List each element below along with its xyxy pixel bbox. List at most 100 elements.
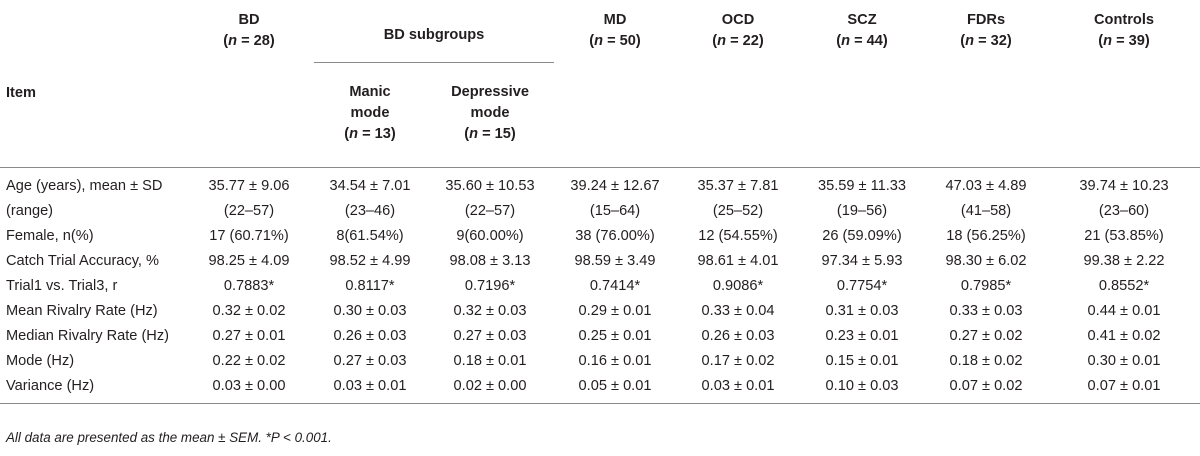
row-item-label: Median Rivalry Rate (Hz) [6, 328, 170, 344]
header-group-n: (n = 28) [223, 33, 275, 49]
subgroup-n: (n = 15) [464, 125, 516, 142]
table-cell: 0.15 ± 0.01 [825, 353, 899, 369]
table-cell: 0.02 ± 0.00 [453, 378, 527, 394]
subgroup-line1: Manic [349, 83, 391, 100]
table-cell: 0.22 ± 0.02 [212, 353, 286, 369]
table-cell: 0.27 ± 0.03 [453, 328, 527, 344]
table-cell: 35.59 ± 11.33 [817, 178, 907, 194]
header-group-n: (n = 32) [960, 33, 1012, 49]
table-cell: 0.27 ± 0.02 [949, 328, 1023, 344]
table-cell: 0.26 ± 0.03 [701, 328, 775, 344]
table-cell: 0.27 ± 0.03 [333, 353, 407, 369]
table-cell: (23–46) [344, 203, 396, 219]
table-cell: 0.41 ± 0.02 [1087, 328, 1161, 344]
table-cell: 0.07 ± 0.01 [1087, 378, 1161, 394]
table-footnote: All data are presented as the mean ± SEM… [6, 430, 332, 445]
table-cell: 98.25 ± 4.09 [208, 253, 290, 269]
table-cell: 0.8117* [345, 278, 395, 294]
demographics-table: Item BD (n = 28) BD subgroups MD (n = 50… [0, 0, 1200, 404]
table-cell: 0.7196* [464, 278, 516, 294]
table-cell: 0.33 ± 0.04 [701, 303, 775, 319]
table-cell: 12 (54.55%) [698, 228, 778, 244]
table-cell: 0.23 ± 0.01 [825, 328, 899, 344]
header-group-md: MD (n = 50) [554, 0, 676, 168]
table-cell: 0.7754* [836, 278, 888, 294]
row-item-label: Variance (Hz) [6, 378, 95, 394]
header-group-n: (n = 39) [1098, 33, 1150, 49]
table-cell: 21 (53.85%) [1084, 228, 1164, 244]
table-cell: 0.18 ± 0.01 [453, 353, 527, 369]
table-row: Median Rivalry Rate (Hz) 0.27 ± 0.01 0.26 … [0, 324, 1200, 349]
row-item-label: Trial1 vs. Trial3, r [6, 278, 118, 294]
table-row: Trial1 vs. Trial3, r 0.7883* 0.8117* 0.7196… [0, 274, 1200, 299]
row-item-label: Mode (Hz) [6, 353, 75, 369]
table-cell: 18 (56.25%) [946, 228, 1026, 244]
header-subgroup-manic: Manic mode (n = 13) [314, 63, 426, 168]
subgroup-line2: mode [350, 104, 390, 121]
table-cell: (15–64) [589, 203, 641, 219]
table-cell: 99.38 ± 2.22 [1083, 253, 1165, 269]
header-group-n: (n = 22) [712, 33, 764, 49]
table-cell: (23–60) [1098, 203, 1150, 219]
table-cell: 0.30 ± 0.03 [333, 303, 407, 319]
row-item-label: Catch Trial Accuracy, % [6, 253, 160, 269]
header-group-name: MD [603, 12, 627, 28]
table-cell: 0.8552* [1098, 278, 1150, 294]
header-group-name: OCD [721, 12, 755, 28]
table-cell: 0.27 ± 0.01 [212, 328, 286, 344]
table-cell: 26 (59.09%) [822, 228, 902, 244]
table-cell: 0.10 ± 0.03 [825, 378, 899, 394]
table-cell: 0.25 ± 0.01 [578, 328, 652, 344]
row-item-label: (range) [6, 203, 54, 219]
table-cell: 98.61 ± 4.01 [697, 253, 779, 269]
table-cell: 0.7883* [223, 278, 275, 294]
table-cell: 0.29 ± 0.01 [578, 303, 652, 319]
table-cell: 0.26 ± 0.03 [333, 328, 407, 344]
table-cell: 97.34 ± 5.93 [821, 253, 903, 269]
table-cell: (22–57) [223, 203, 275, 219]
row-item-label: Age (years), mean ± SD [6, 178, 163, 194]
header-group-n: (n = 44) [836, 33, 888, 49]
table-cell: 0.7414* [589, 278, 641, 294]
table-cell: 0.03 ± 0.01 [701, 378, 775, 394]
table-row: (range) (22–57) (23–46) (22–57) (15–64) (25–5… [0, 199, 1200, 224]
table-cell: 47.03 ± 4.89 [945, 178, 1027, 194]
table-cell: 0.03 ± 0.00 [212, 378, 286, 394]
table-cell: 35.77 ± 9.06 [208, 178, 290, 194]
header-group-name: FDRs [966, 12, 1006, 28]
table-cell: 0.17 ± 0.02 [701, 353, 775, 369]
header-group-ocd: OCD (n = 22) [676, 0, 800, 168]
header-group-bd: BD (n = 28) [184, 0, 314, 168]
table-header: Item BD (n = 28) BD subgroups MD (n = 50… [0, 0, 1200, 168]
table-cell: 0.32 ± 0.03 [453, 303, 527, 319]
table-cell: 0.30 ± 0.01 [1087, 353, 1161, 369]
table-cell: 98.59 ± 3.49 [574, 253, 656, 269]
table-cell: 0.07 ± 0.02 [949, 378, 1023, 394]
table-cell: 98.52 ± 4.99 [329, 253, 411, 269]
table-cell: 0.33 ± 0.03 [949, 303, 1023, 319]
table-cell: 0.31 ± 0.03 [825, 303, 899, 319]
table-row: Catch Trial Accuracy, % 98.25 ± 4.09 98.52… [0, 249, 1200, 274]
header-group-scz: SCZ (n = 44) [800, 0, 924, 168]
table-cell: 9(60.00%) [456, 228, 524, 244]
table-row: Age (years), mean ± SD 35.77 ± 9.06 34.54 … [0, 168, 1200, 200]
table-cell: 39.24 ± 12.67 [570, 178, 660, 194]
table-body: Age (years), mean ± SD 35.77 ± 9.06 34.54 … [0, 168, 1200, 404]
table-cell: 0.7985* [960, 278, 1012, 294]
table-cell: (25–52) [712, 203, 764, 219]
header-bd-subgroups: BD subgroups [314, 0, 555, 63]
header-group-name: SCZ [847, 12, 877, 28]
table-row: Variance (Hz) 0.03 ± 0.00 0.03 ± 0.01 0.02 … [0, 374, 1200, 404]
table-cell: 8(61.54%) [336, 228, 404, 244]
header-group-fdrs: FDRs (n = 32) [924, 0, 1048, 168]
table-cell: 0.03 ± 0.01 [333, 378, 407, 394]
row-item-label: Mean Rivalry Rate (Hz) [6, 303, 158, 319]
table-row: Female, n(%) 17 (60.71%) 8(61.54%) 9(60.00%… [0, 224, 1200, 249]
table-cell: 38 (76.00%) [575, 228, 655, 244]
table-cell: 34.54 ± 7.01 [329, 178, 411, 194]
table-cell: 35.60 ± 10.53 [445, 178, 535, 194]
table-cell: 0.32 ± 0.02 [212, 303, 286, 319]
row-item-label: Female, n(%) [6, 228, 94, 244]
subgroup-n: (n = 13) [344, 125, 396, 142]
